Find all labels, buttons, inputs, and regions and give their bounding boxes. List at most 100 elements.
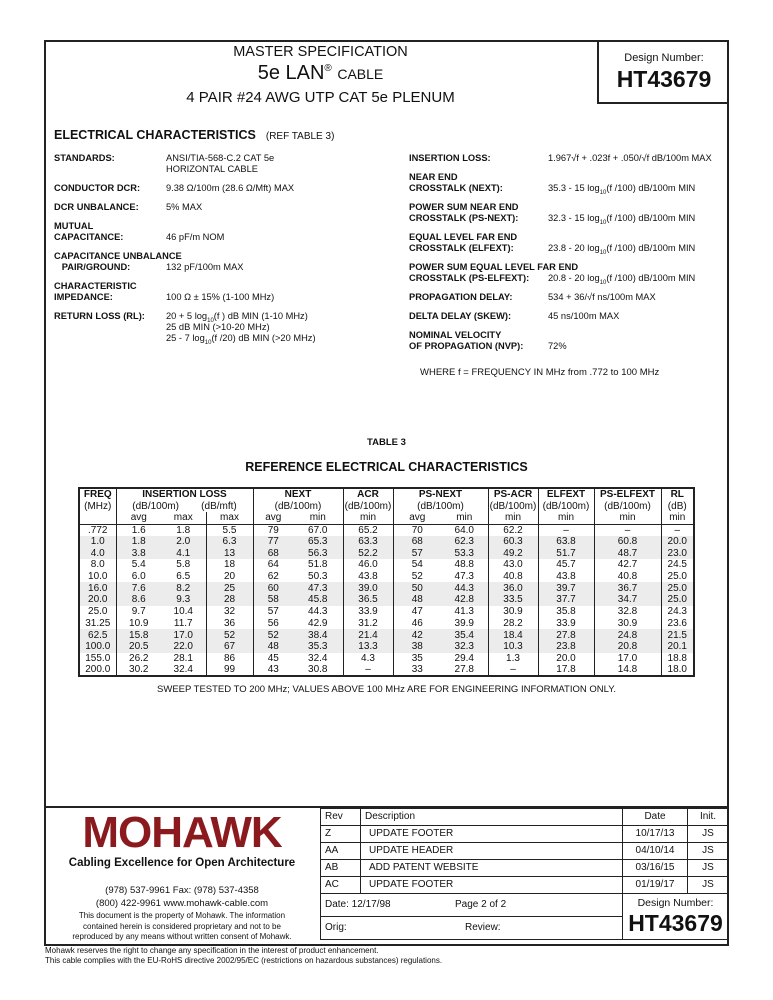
table-cell: 33 <box>392 664 441 677</box>
spec-label: CAPACITANCE: <box>54 232 124 242</box>
doc-type: MASTER SPECIFICATION <box>233 44 408 60</box>
rev-description: UPDATE FOOTER <box>360 876 623 894</box>
table-cell: 3.8 <box>115 547 161 560</box>
spec-label: OF PROPAGATION (NVP): <box>409 341 524 351</box>
rev-header: Init. <box>687 808 729 826</box>
table-row: 1.0 1.8 2.0 6.3 77 65.3 63.3 68 62.3 60.3 63.8 60.8… <box>78 535 694 548</box>
rev-code: AC <box>320 876 361 894</box>
table-cell: 68 <box>252 547 293 560</box>
spec-label: MUTUAL <box>54 221 94 231</box>
column-group-header: PS-NEXT <box>392 488 488 500</box>
spec-label: CAPACITANCE UNBALANCE <box>54 251 182 261</box>
table-cell: 37.7 <box>537 594 594 606</box>
table-cell: 45.7 <box>537 559 594 571</box>
table-cell: 52 <box>392 570 441 583</box>
table-cell: 25.0 <box>660 594 694 606</box>
table-cell: 35.8 <box>537 605 594 618</box>
spec-item: DCR UNBALANCE: 5% MAX <box>54 202 394 213</box>
table-cell: 60 <box>252 582 293 595</box>
table-cell: 49.2 <box>487 547 538 560</box>
spec-value: 25 - 7 log10(f /20) dB MIN (>20 MHz) <box>166 333 316 346</box>
table-cell: 39.7 <box>537 582 594 595</box>
rev-description: UPDATE HEADER <box>360 842 623 860</box>
table-cell: 36 <box>205 617 253 630</box>
doc-date: Date: 12/17/98 <box>325 899 391 910</box>
table-cell: .772 <box>78 524 116 536</box>
table-cell: 25.0 <box>78 605 116 618</box>
table-cell: 10.9 <box>115 617 161 630</box>
table-cell: 43.0 <box>487 559 538 571</box>
spec-value: 534 + 36/√f ns/100m MAX <box>548 292 656 302</box>
spec-value: 35.3 - 15 log10(f /100) dB/100m MIN <box>548 183 696 196</box>
spec-value: 100 Ω ± 15% (1-100 MHz) <box>166 292 275 302</box>
column-subheader: min <box>593 512 661 525</box>
table-cell: – <box>487 664 538 677</box>
column-unit: (dB/100m) <box>252 500 343 512</box>
table-cell: 16.0 <box>78 582 116 595</box>
table-cell: 62.5 <box>78 629 116 641</box>
table-cell: 39.0 <box>342 582 393 595</box>
table-cell: 67 <box>205 640 253 653</box>
table-cell: 10.0 <box>78 570 116 583</box>
revision-row: Z UPDATE FOOTER 10/17/13 JS <box>320 825 729 843</box>
disclaimers: Mohawk reserves the right to change any … <box>45 946 442 966</box>
column-subheader: max <box>161 512 206 525</box>
revision-row: AB ADD PATENT WEBSITE 03/16/15 JS <box>320 859 729 877</box>
table-cell: 10.4 <box>173 606 193 618</box>
table-cell: 20.0 <box>78 594 116 606</box>
table-cell: 41.3 <box>454 606 474 618</box>
table-note: SWEEP TESTED TO 200 MHz; VALUES ABOVE 10… <box>157 684 616 695</box>
property-notice: This document is the property of Mohawk.… <box>44 911 320 943</box>
spec-item: INSERTION LOSS: 1.967√f + .023f + .050/√f… <box>409 153 729 164</box>
table-cell: 18 <box>205 559 253 571</box>
table-cell: 24.5 <box>660 559 694 571</box>
spec-value: 46 pF/m NOM <box>166 232 225 242</box>
table-cell: – <box>660 524 694 536</box>
table-cell: 30.8 <box>308 664 328 676</box>
table-cell: 21.4 <box>342 629 393 641</box>
column-subheader: min <box>537 512 594 525</box>
table-row: 4.0 3.8 4.1 13 68 56.3 52.2 57 53.3 49.2 51.7 48.7 2… <box>78 547 694 560</box>
table-cell: 57 <box>392 547 441 560</box>
disclaimer-line: Mohawk reserves the right to change any … <box>45 946 379 955</box>
property-line: contained herein is considered proprieta… <box>83 921 281 931</box>
spec-label: POWER SUM EQUAL LEVEL FAR END <box>409 262 579 272</box>
spec-item: EQUAL LEVEL FAR END CROSSTALK (ELFEXT): 23… <box>409 232 729 256</box>
table-cell: 51.7 <box>537 547 594 560</box>
review-label: Review: <box>465 922 501 933</box>
table-cell: 1.6 <box>115 524 161 536</box>
table-cell: 17.0 <box>161 629 206 641</box>
revision-row: AA UPDATE HEADER 04/10/14 JS <box>320 842 729 860</box>
column-unit: (dB/100m) <box>342 500 393 512</box>
rev-description: ADD PATENT WEBSITE <box>360 859 623 877</box>
rev-header: Rev <box>320 808 361 826</box>
spec-label: STANDARDS: <box>54 153 115 163</box>
table-cell: 17.0 <box>593 652 661 665</box>
table-cell: 64.0 <box>454 524 474 536</box>
table-cell: 5.4 <box>115 559 161 571</box>
design-number-box: Design Number: HT43679 <box>597 40 729 104</box>
reference-table: FREQ INSERTION LOSS NEXT ACR PS-NEXT PS-ACR EL… <box>78 487 695 678</box>
table-cell: 42 <box>392 629 441 641</box>
table-cell: 52.2 <box>342 547 393 560</box>
table-cell: 11.7 <box>173 617 193 629</box>
spec-item: NOMINAL VELOCITY OF PROPAGATION (NVP): 72% <box>409 330 729 352</box>
column-unit: (dB/100m) <box>537 500 594 512</box>
table-cell: 65.3 <box>293 535 343 548</box>
table-cell: 13.3 <box>342 640 393 653</box>
column-subheader: min <box>660 512 694 525</box>
spec-item: DELTA DELAY (SKEW): 45 ns/100m MAX <box>409 311 729 322</box>
column-subheader: min <box>441 512 488 525</box>
rev-initials: JS <box>687 842 729 860</box>
spec-label: PROPAGATION DELAY: <box>409 292 513 302</box>
tagline: Cabling Excellence for Open Architecture <box>68 857 296 869</box>
spec-label: CROSSTALK (PS-NEXT): <box>409 213 519 223</box>
column-group-header: FREQ <box>78 488 116 500</box>
table-cell: 48 <box>252 640 293 653</box>
section-title-text: ELECTRICAL CHARACTERISTICS <box>54 128 256 142</box>
table-cell: 20.5 <box>115 640 161 653</box>
table-cell: 23.0 <box>660 547 694 560</box>
rev-initials: JS <box>687 859 729 877</box>
spec-label: DCR UNBALANCE: <box>54 202 139 212</box>
table-cell: 56.3 <box>293 547 343 560</box>
